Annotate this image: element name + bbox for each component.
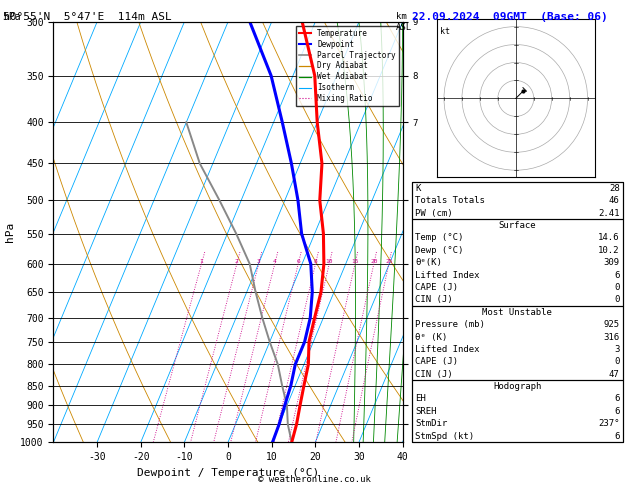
- Y-axis label: km
ASL: km ASL: [445, 223, 462, 242]
- Text: StmSpd (kt): StmSpd (kt): [415, 432, 474, 441]
- Legend: Temperature, Dewpoint, Parcel Trajectory, Dry Adiabat, Wet Adiabat, Isotherm, Mi: Temperature, Dewpoint, Parcel Trajectory…: [296, 26, 399, 106]
- Text: kt: kt: [440, 27, 450, 35]
- Text: Lifted Index: Lifted Index: [415, 271, 480, 279]
- Text: θᵉ (K): θᵉ (K): [415, 332, 447, 342]
- Text: CAPE (J): CAPE (J): [415, 357, 458, 366]
- Text: km
ASL: km ASL: [396, 12, 413, 32]
- Text: 25: 25: [385, 259, 392, 264]
- Text: 50°55'N  5°47'E  114m ASL: 50°55'N 5°47'E 114m ASL: [3, 12, 172, 22]
- Text: 6: 6: [614, 407, 620, 416]
- Text: Pressure (mb): Pressure (mb): [415, 320, 485, 329]
- Text: StmDir: StmDir: [415, 419, 447, 428]
- Text: θᵉ(K): θᵉ(K): [415, 258, 442, 267]
- Text: 6: 6: [614, 432, 620, 441]
- Text: 3: 3: [614, 345, 620, 354]
- Text: 309: 309: [603, 258, 620, 267]
- Text: EH: EH: [415, 395, 426, 403]
- Text: Mixing Ratio (g/kg): Mixing Ratio (g/kg): [535, 185, 544, 279]
- Text: 2.41: 2.41: [598, 208, 620, 218]
- Text: Temp (°C): Temp (°C): [415, 233, 464, 243]
- Text: hPa: hPa: [3, 12, 21, 22]
- Text: 6: 6: [614, 271, 620, 279]
- Text: 46: 46: [609, 196, 620, 205]
- Text: 6: 6: [296, 259, 300, 264]
- Text: 3: 3: [257, 259, 260, 264]
- Text: 4: 4: [273, 259, 277, 264]
- Text: 10.2: 10.2: [598, 246, 620, 255]
- Text: Hodograph: Hodograph: [493, 382, 542, 391]
- Text: 237°: 237°: [598, 419, 620, 428]
- Text: CIN (J): CIN (J): [415, 370, 453, 379]
- Y-axis label: hPa: hPa: [4, 222, 14, 242]
- Text: K: K: [415, 184, 421, 193]
- Text: 2: 2: [235, 259, 238, 264]
- Text: 1: 1: [199, 259, 203, 264]
- Text: 8: 8: [314, 259, 318, 264]
- Text: CAPE (J): CAPE (J): [415, 283, 458, 292]
- Text: 14.6: 14.6: [598, 233, 620, 243]
- Text: 15: 15: [351, 259, 359, 264]
- Text: SREH: SREH: [415, 407, 437, 416]
- Text: 0: 0: [614, 295, 620, 304]
- Text: 925: 925: [603, 320, 620, 329]
- Text: 20: 20: [370, 259, 377, 264]
- X-axis label: Dewpoint / Temperature (°C): Dewpoint / Temperature (°C): [137, 468, 319, 478]
- Text: Lifted Index: Lifted Index: [415, 345, 480, 354]
- Text: Totals Totals: Totals Totals: [415, 196, 485, 205]
- Text: Most Unstable: Most Unstable: [482, 308, 552, 317]
- Text: CIN (J): CIN (J): [415, 295, 453, 304]
- Text: 28: 28: [609, 184, 620, 193]
- Text: 316: 316: [603, 332, 620, 342]
- Text: 47: 47: [609, 370, 620, 379]
- Text: 22.09.2024  09GMT  (Base: 06): 22.09.2024 09GMT (Base: 06): [412, 12, 608, 22]
- Text: 0: 0: [614, 357, 620, 366]
- Text: 0: 0: [614, 283, 620, 292]
- Text: 10: 10: [325, 259, 333, 264]
- Text: Surface: Surface: [499, 221, 536, 230]
- Text: © weatheronline.co.uk: © weatheronline.co.uk: [258, 474, 371, 484]
- Text: Dewp (°C): Dewp (°C): [415, 246, 464, 255]
- Text: 6: 6: [614, 395, 620, 403]
- Text: PW (cm): PW (cm): [415, 208, 453, 218]
